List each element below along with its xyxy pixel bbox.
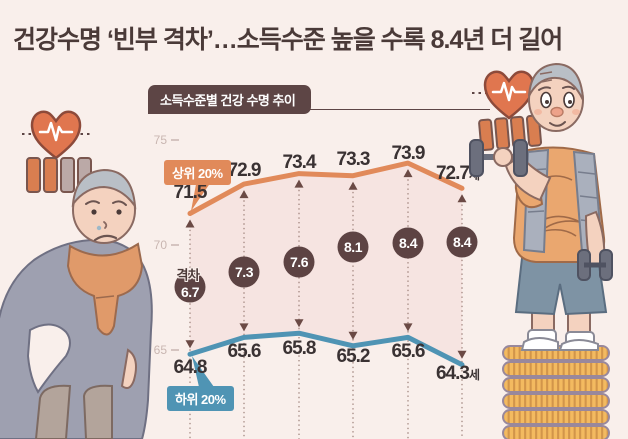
chart-header-label: 소득수준별 건강 수명 추이 <box>160 93 295 108</box>
gap-circle <box>338 232 369 263</box>
gap-circle <box>229 257 260 288</box>
legend-bottom-20-label: 하위 20% <box>175 392 226 407</box>
infographic-root: { "title": "건강수명 ‘빈부 격차’…소득수준 높을 수록 8.4년… <box>0 0 628 439</box>
gap-circle <box>284 247 315 278</box>
legend-top-20-label: 상위 20% <box>172 166 223 181</box>
gap-circle <box>393 228 424 259</box>
gap-circle <box>447 227 478 258</box>
legend-bottom-20-badge: 하위 20% <box>167 386 234 411</box>
legend-top-20-badge: 상위 20% <box>164 160 231 185</box>
line-chart <box>0 0 628 439</box>
bottom-badge-tail <box>192 356 214 387</box>
gap-circle <box>175 272 206 303</box>
chart-header-badge: 소득수준별 건강 수명 추이 <box>148 85 311 114</box>
